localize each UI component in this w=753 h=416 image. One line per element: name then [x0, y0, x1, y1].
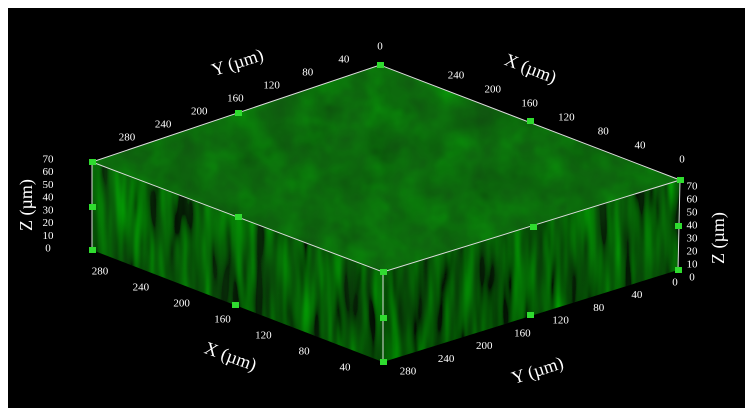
tick-label: 80 — [593, 302, 605, 314]
tick-label: 120 — [558, 112, 575, 124]
tick-label: 40 — [338, 54, 350, 66]
tick-label: 240 — [133, 282, 150, 294]
tick-label: 280 — [400, 366, 417, 378]
tick-label: 80 — [302, 67, 314, 79]
tick-label: 40 — [631, 289, 643, 301]
tick-label: 120 — [263, 80, 280, 92]
tick-label: 240 — [438, 353, 455, 365]
tick-label: 280 — [92, 266, 109, 278]
tick-label: 160 — [521, 98, 538, 110]
tick-label: 60 — [43, 166, 55, 178]
tick-label: 200 — [191, 106, 208, 118]
image: 04080120160200240280Y (µm)24020016012080… — [0, 0, 753, 416]
tick-label: 40 — [340, 362, 352, 374]
tick-label: 10 — [43, 230, 55, 242]
tick-label: 0 — [672, 277, 678, 289]
tick-label: 20 — [687, 246, 699, 258]
tick-label: 160 — [514, 327, 531, 339]
tick-label: 40 — [635, 140, 647, 152]
tick-label: 50 — [43, 179, 55, 191]
tick-label: 80 — [299, 346, 311, 358]
tick-label: 60 — [687, 194, 699, 206]
tick-label: 240 — [155, 119, 172, 131]
tick-label: 120 — [255, 330, 272, 342]
axis-title: Z (µm) — [16, 179, 37, 231]
tick-label: 80 — [598, 126, 610, 138]
tick-label: 50 — [687, 207, 699, 219]
tick-label: 30 — [43, 204, 55, 216]
tick-label: 10 — [687, 259, 699, 271]
tick-label: 200 — [485, 84, 502, 96]
tick-label: 30 — [687, 233, 699, 245]
tick-label: 40 — [43, 192, 55, 204]
tick-label: 0 — [689, 272, 695, 284]
tick-label: 0 — [45, 243, 51, 255]
tick-label: 0 — [377, 41, 383, 53]
tick-label: 120 — [552, 315, 569, 327]
axis-title: Z (µm) — [708, 212, 729, 264]
tick-label: 20 — [43, 217, 55, 229]
tick-label: 240 — [448, 70, 465, 82]
tick-label: 0 — [679, 154, 685, 166]
tick-label: 70 — [687, 181, 699, 193]
tick-label: 70 — [43, 154, 55, 166]
tick-label: 160 — [227, 93, 244, 105]
tick-label: 200 — [173, 298, 190, 310]
tick-label: 40 — [687, 220, 699, 232]
tick-label: 160 — [214, 314, 231, 326]
tick-label: 280 — [119, 132, 136, 144]
tick-label: 200 — [476, 340, 493, 352]
